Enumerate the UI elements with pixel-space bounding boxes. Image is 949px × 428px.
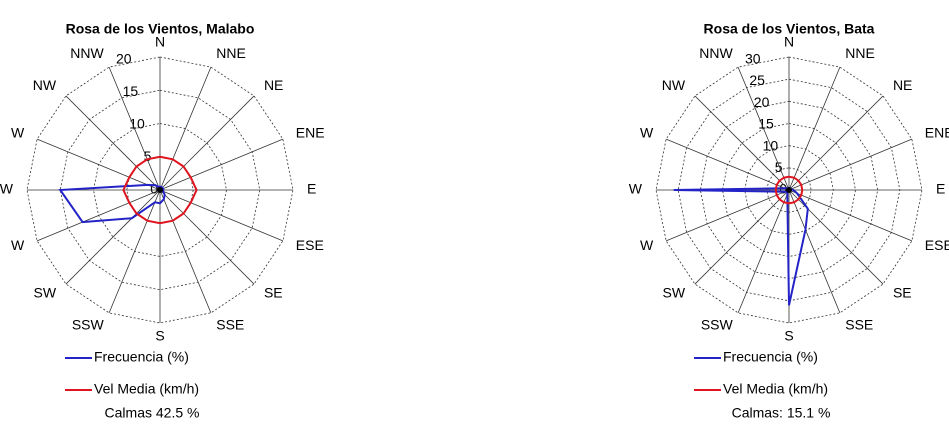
spoke (665, 138, 790, 191)
category-label: NE (893, 77, 912, 93)
category-label: N (155, 34, 165, 50)
r-tick-label: 5 (775, 159, 783, 175)
category-label: NNW (699, 45, 733, 61)
spoke (159, 189, 284, 242)
spoke (65, 189, 161, 285)
spoke (737, 66, 790, 191)
r-tick-label: 25 (749, 72, 765, 88)
spoke (65, 95, 161, 191)
category-label: S (784, 328, 793, 344)
spoke (737, 189, 790, 314)
ring (722, 123, 856, 257)
chart-title: Rosa de los Vientos, Bata (704, 21, 875, 37)
spoke (665, 189, 790, 242)
category-label: W (640, 124, 654, 140)
category-label: SW (33, 285, 56, 301)
spoke (36, 189, 161, 242)
spoke (159, 189, 255, 285)
r-tick-label: 0 (150, 181, 158, 197)
spoke (159, 189, 212, 314)
center-dot (786, 187, 792, 193)
r-tick-label: 15 (758, 116, 774, 132)
category-label: E (307, 181, 316, 197)
legend-label: Vel Media (km/h) (723, 381, 828, 397)
category-label: SE (264, 285, 283, 301)
category-label: SW (662, 285, 685, 301)
category-label: NNW (70, 45, 104, 61)
legend-label: Vel Media (km/h) (94, 381, 199, 397)
category-label: W (0, 181, 14, 197)
ring (93, 123, 227, 257)
category-label: ENE (296, 124, 325, 140)
spoke (788, 189, 913, 242)
category-label: S (155, 328, 164, 344)
r-tick-label: 5 (144, 148, 152, 164)
spoke (108, 189, 161, 314)
series-line (673, 186, 809, 306)
spoke (694, 95, 790, 191)
category-label: NNE (216, 45, 246, 61)
legend-label: Frecuencia (%) (94, 349, 189, 365)
r-tick-label: 10 (129, 116, 145, 132)
center-dot (157, 187, 163, 193)
category-label: SSW (72, 317, 105, 333)
r-tick-label: 20 (116, 50, 132, 66)
spoke (159, 66, 212, 191)
r-tick-label: 15 (123, 83, 139, 99)
spoke (159, 138, 284, 191)
category-label: ENE (925, 124, 949, 140)
note: Calmas 42.5 % (105, 405, 200, 421)
category-label: ESE (925, 237, 949, 253)
spoke (788, 95, 884, 191)
category-label: SE (893, 285, 912, 301)
r-tick-label: 30 (745, 50, 761, 66)
spoke (788, 189, 841, 314)
series-line (122, 155, 198, 225)
category-label: W (11, 237, 25, 253)
series-line (58, 183, 166, 224)
spoke (159, 95, 255, 191)
category-label: NE (264, 77, 283, 93)
r-tick-label: 20 (754, 94, 770, 110)
category-label: NNE (845, 45, 875, 61)
chart-title: Rosa de los Vientos, Malabo (66, 21, 255, 37)
spoke (36, 138, 161, 191)
spoke (108, 66, 161, 191)
category-label: ESE (296, 237, 324, 253)
category-label: E (936, 181, 945, 197)
category-label: SSE (845, 317, 873, 333)
category-label: W (640, 237, 654, 253)
category-label: NW (662, 77, 686, 93)
category-label: W (629, 181, 643, 197)
category-label: SSE (216, 317, 244, 333)
spoke (788, 138, 913, 191)
category-label: W (11, 124, 25, 140)
spoke (788, 66, 841, 191)
category-label: NW (33, 77, 57, 93)
legend-label: Frecuencia (%) (723, 349, 818, 365)
category-label: SSW (701, 317, 734, 333)
series-line (774, 175, 804, 205)
note: Calmas: 15.1 % (732, 405, 831, 421)
spoke (694, 189, 790, 285)
category-label: N (784, 34, 794, 50)
